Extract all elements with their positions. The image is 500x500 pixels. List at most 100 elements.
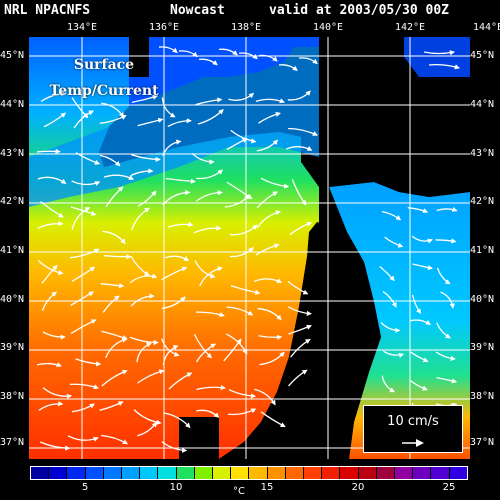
lat-label: 41°N [470,245,495,256]
current-streamline [226,137,248,150]
current-streamline [199,266,223,287]
lat-label: 42°N [470,196,495,207]
current-streamline [103,254,132,260]
scale-label: 10 cm/s [387,414,439,429]
current-streamline [168,372,193,390]
current-streamline [162,189,191,206]
current-streamline [238,52,258,60]
colorbar-cell [449,467,467,479]
colorbar-cell [285,467,305,479]
current-streamline [286,146,313,151]
current-streamline [291,179,307,206]
current-streamline [131,154,161,162]
current-streamline [41,291,58,311]
current-streamlines [36,46,460,453]
current-streamline [224,194,250,208]
current-streamline [409,351,429,363]
current-streamline [258,54,278,62]
colorbar-cell [340,467,359,479]
current-streamline [196,169,224,180]
current-streamline [137,117,164,127]
lat-label: 42°N [0,196,25,207]
current-streamline [137,190,157,207]
colorbar-cell [85,467,104,479]
current-streamline [258,111,281,124]
current-streamline [161,266,188,281]
lat-label: 45°N [0,50,25,61]
current-streamline [288,127,318,136]
current-streamline [288,306,312,317]
current-streamline [39,441,71,451]
current-streamline [162,345,179,366]
japan-land [219,37,470,459]
current-streamline [255,98,286,104]
current-streamline [218,48,238,56]
current-streamline [71,403,95,413]
current-streamline [40,91,67,103]
colorbar-unit: °C [233,486,245,497]
colorbar-cell [140,467,159,479]
current-streamline [36,362,62,368]
colorbar-cell [194,467,214,479]
colorbar-cell [231,467,250,479]
lon-label: 144°E [472,22,500,33]
colorbar-cell [431,467,450,479]
current-streamline [254,388,276,406]
lon-label: 134°E [66,22,98,33]
lat-label: 37°N [470,437,495,448]
current-streamline [289,221,313,236]
current-streamline [167,221,194,228]
current-streamline [136,342,152,363]
current-streamline [256,139,279,152]
current-streamline [288,369,308,387]
colorbar-ticks: 5 10 15 20 25 [30,480,468,500]
current-streamline [42,331,66,340]
colorbar-tick: 20 [351,482,365,493]
current-streamline [194,260,216,279]
current-streamline [223,338,242,362]
current-streamline [102,295,120,313]
current-streamline [379,265,395,282]
current-streamline [161,338,180,357]
current-streamline [230,224,258,236]
current-streamline [411,294,422,315]
current-streamline [101,102,124,118]
current-streamline [161,97,176,118]
current-streamline [436,377,458,384]
colorbar-cell [158,467,177,479]
colorbar-tick: 10 [169,482,183,493]
current-streamline [162,139,182,156]
current-streamline [253,278,283,284]
current-streamline [382,291,397,308]
lat-label: 43°N [0,148,25,159]
current-streamline [290,338,311,358]
current-streamline [161,441,188,453]
current-streamline [71,97,89,119]
current-streamline [130,168,154,177]
colorbar-cell [322,467,341,479]
current-streamline [278,64,298,72]
coast-land [129,37,149,77]
current-streamline [38,401,64,411]
current-streamline [130,293,155,307]
current-streamline [164,255,190,262]
lat-label: 38°N [470,391,495,402]
current-streamline [167,118,192,128]
current-streamline [384,236,404,248]
colorbar-cell [122,467,141,479]
current-streamline [137,369,165,384]
current-streamline [71,207,91,230]
north-sea-sst [129,37,319,107]
sst-current-map[interactable] [29,37,470,459]
colorbar-tick: 25 [442,482,456,493]
current-streamline [255,243,280,256]
current-streamline [258,334,283,340]
lat-label: 40°N [470,294,495,305]
colorbar-cell [249,467,268,479]
current-streamline [435,238,457,244]
current-streamline [129,273,158,284]
current-streamline [256,191,279,209]
colorbar-cell [267,467,286,479]
current-streamline [436,322,451,339]
longitude-axis-top: 134°E 136°E 138°E 140°E 142°E 144°E [0,20,500,36]
